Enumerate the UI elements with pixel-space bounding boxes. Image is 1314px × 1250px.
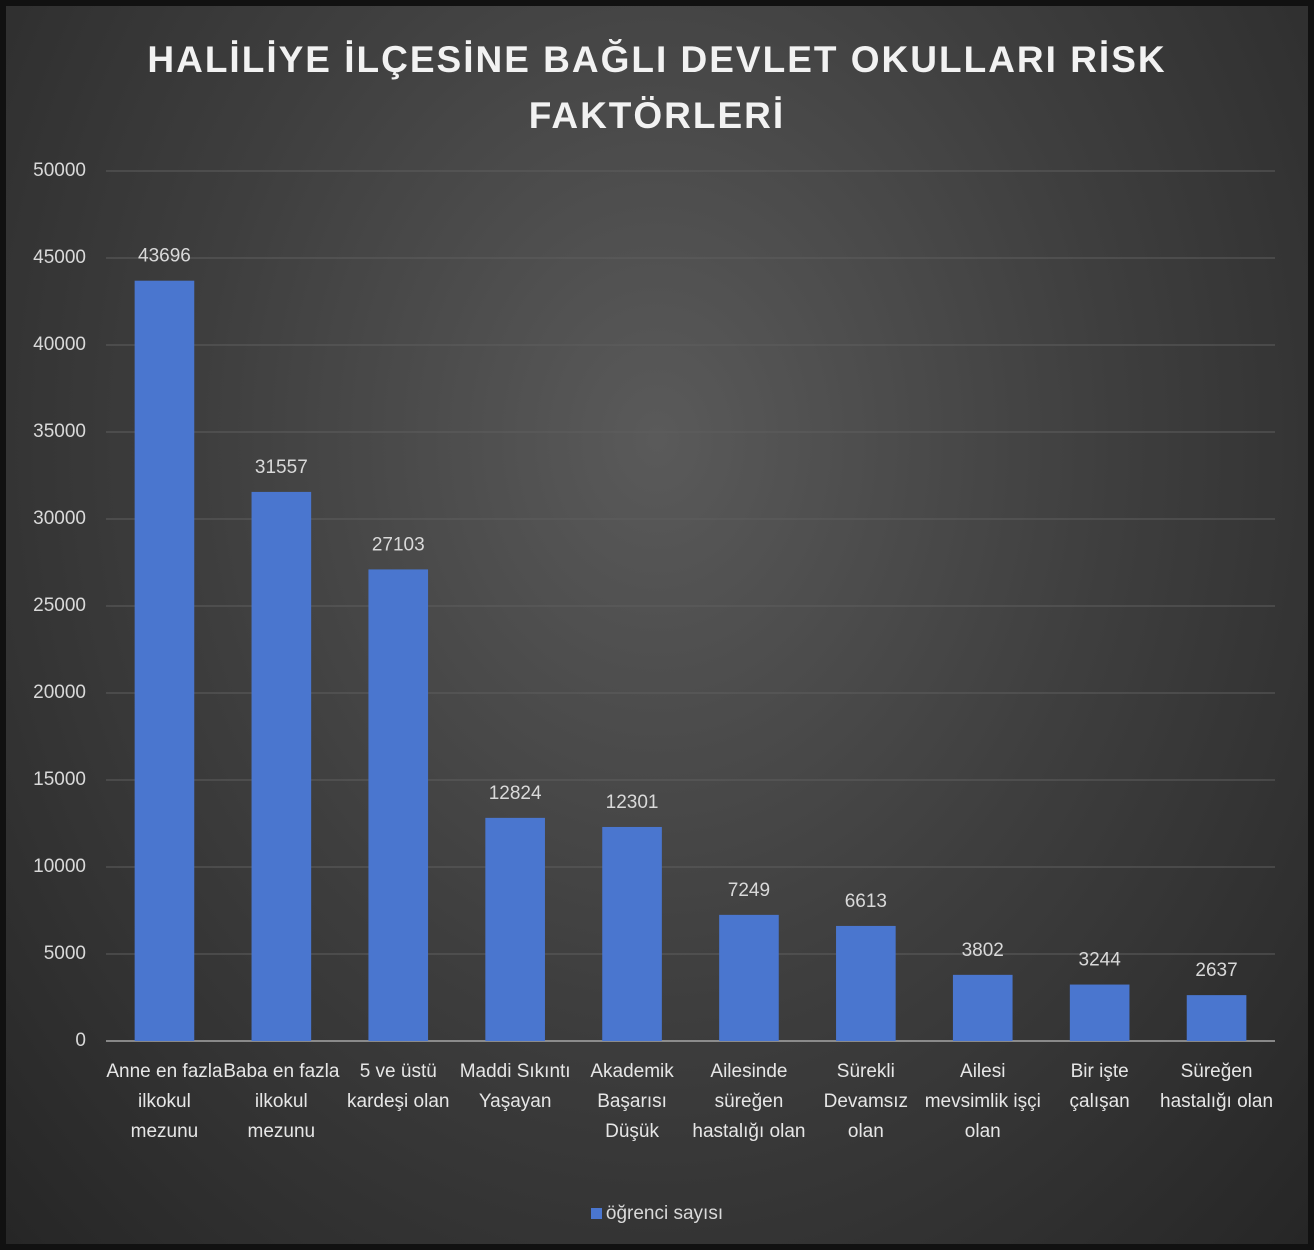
bar	[368, 569, 429, 1041]
data-label: 27103	[372, 534, 425, 555]
data-label: 43696	[138, 246, 191, 267]
y-tick-label: 50000	[33, 160, 86, 181]
y-tick-label: 5000	[44, 943, 86, 964]
data-label: 3244	[1079, 950, 1122, 971]
x-tick-label: Anne en fazla ilkokul mezunu	[106, 1061, 223, 1142]
bar	[485, 817, 545, 1041]
x-tick-label: Maddi Sıkıntı Yaşayan	[459, 1061, 571, 1112]
data-label: 31557	[255, 457, 308, 478]
data-label: 2637	[1195, 960, 1237, 981]
y-tick-label: 45000	[33, 247, 86, 268]
legend: öğrenci sayısı	[6, 1203, 1308, 1225]
data-label: 6613	[845, 891, 887, 912]
bar	[1186, 995, 1247, 1041]
data-label: 7249	[728, 880, 770, 901]
x-tick-label: Ailesinde süreğen hastalığı olan	[692, 1061, 806, 1142]
chart: 0 5000 10000 15000 20000 25000 30000 35000 40000…	[6, 6, 1308, 1244]
y-tick-label: 40000	[33, 334, 86, 355]
bar	[719, 914, 779, 1041]
x-tick-label: Sürekli Devamsız olan	[823, 1061, 909, 1142]
plot: 0 5000 10000 15000 20000 25000 30000 35000 40000…	[33, 160, 1275, 1051]
legend-label: öğrenci sayısı	[605, 1203, 724, 1224]
bar	[952, 974, 1013, 1041]
bar	[251, 491, 312, 1041]
y-tick-label: 15000	[33, 769, 86, 790]
bar	[836, 925, 896, 1041]
x-tick-label: Baba en fazla ilkokul mezunu	[223, 1061, 340, 1142]
legend-swatch	[590, 1208, 602, 1219]
y-tick-label: 30000	[33, 508, 86, 529]
chart-title: HALİLİYE İLÇESİNE BAĞLI DEVLET OKULLARI …	[147, 39, 1167, 136]
x-tick-label: Bir işte çalışan	[1069, 1061, 1130, 1112]
y-tick-label: 20000	[33, 682, 86, 703]
data-label: 12824	[489, 783, 542, 804]
y-tick-label: 10000	[33, 856, 86, 877]
data-label: 3802	[962, 940, 1004, 961]
x-tick-label: Ailesi mevsimlik işçi olan	[924, 1061, 1041, 1142]
x-tick-label: Akademik Başarısı Düşük	[590, 1061, 674, 1142]
y-tick-label: 0	[75, 1030, 86, 1051]
y-tick-label: 35000	[33, 421, 86, 442]
bar	[134, 280, 195, 1042]
y-tick-label: 25000	[33, 595, 86, 616]
bar	[1069, 984, 1130, 1041]
x-tick-label: Süreğen hastalığı olan	[1160, 1061, 1274, 1112]
bar	[602, 826, 662, 1041]
x-tick-label: 5 ve üstü kardeşi olan	[347, 1061, 450, 1112]
data-label: 12301	[606, 792, 659, 813]
